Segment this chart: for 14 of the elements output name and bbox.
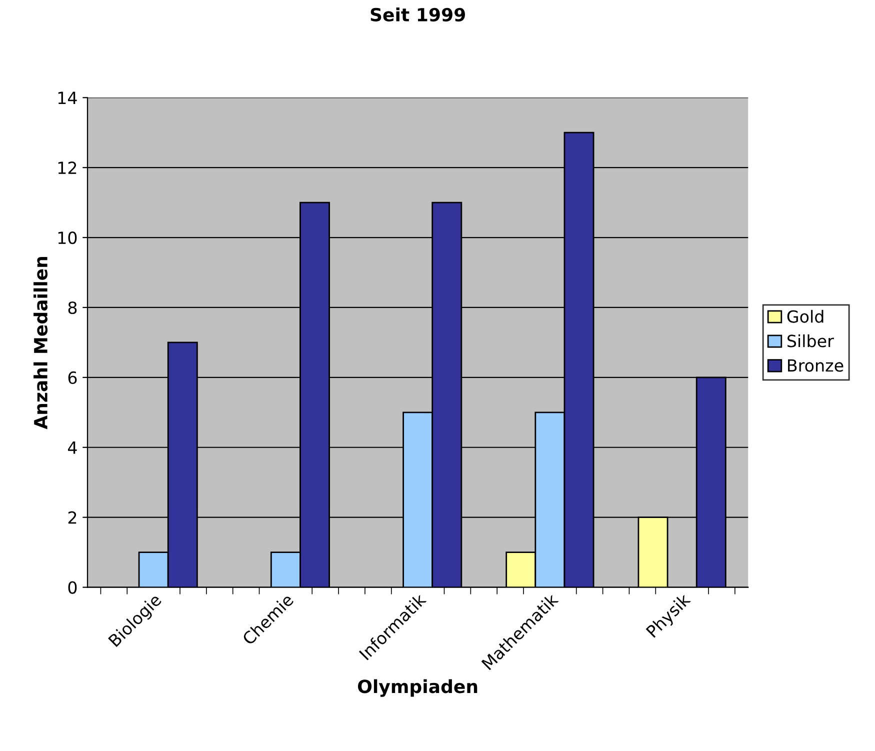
y-axis-title: Anzahl Medaillen	[34, 256, 48, 430]
y-tick-label: 10	[58, 231, 77, 244]
y-tick-label: 14	[58, 92, 77, 104]
x-axis-title: Olympiaden	[358, 679, 478, 697]
legend-label: Bronze	[788, 359, 844, 372]
y-tick-label: 8	[68, 301, 77, 314]
y-tick-label: 2	[68, 511, 76, 524]
y-tick-label: 0	[68, 581, 77, 594]
y-tick-label: 12	[58, 162, 76, 174]
y-tick-label: 4	[68, 442, 77, 454]
chart-title: Seit 1999	[370, 8, 465, 22]
y-tick-label: 6	[68, 371, 77, 384]
legend-label: Gold	[787, 310, 824, 323]
legend-label: Silber	[787, 334, 834, 348]
